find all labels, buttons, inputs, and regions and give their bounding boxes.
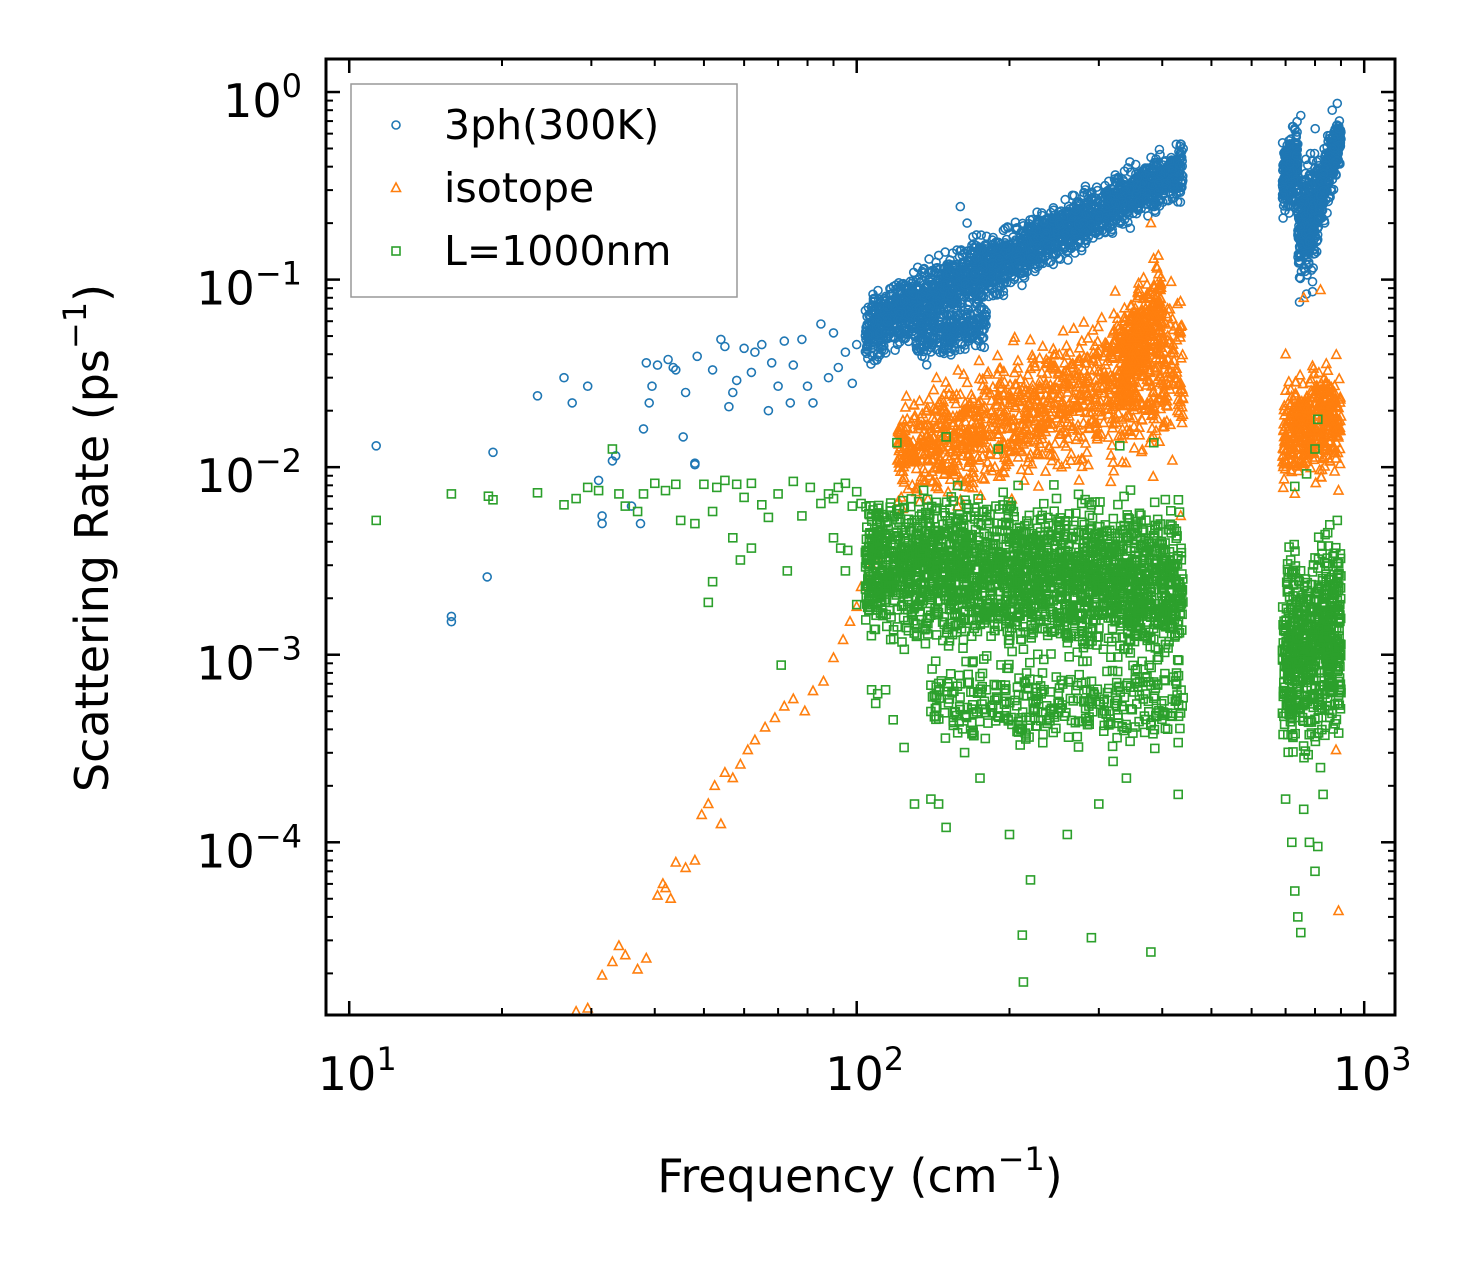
circle-point — [1125, 223, 1136, 233]
circle-point — [1130, 159, 1141, 170]
circle-point — [1063, 255, 1073, 265]
series-0 — [371, 98, 1346, 627]
circle-point — [1001, 273, 1011, 283]
data-layer — [371, 98, 1347, 1015]
circle-point — [1125, 157, 1135, 167]
circle-point — [1154, 144, 1165, 155]
circle-point — [1174, 186, 1185, 196]
circle-point — [1091, 182, 1102, 192]
circle-point — [992, 288, 1003, 299]
circle-point — [1178, 175, 1188, 186]
circle-point — [868, 289, 878, 300]
circle-point — [1017, 280, 1027, 291]
circle-point — [940, 247, 951, 257]
circle-point — [892, 339, 903, 350]
circle-point — [890, 345, 900, 356]
